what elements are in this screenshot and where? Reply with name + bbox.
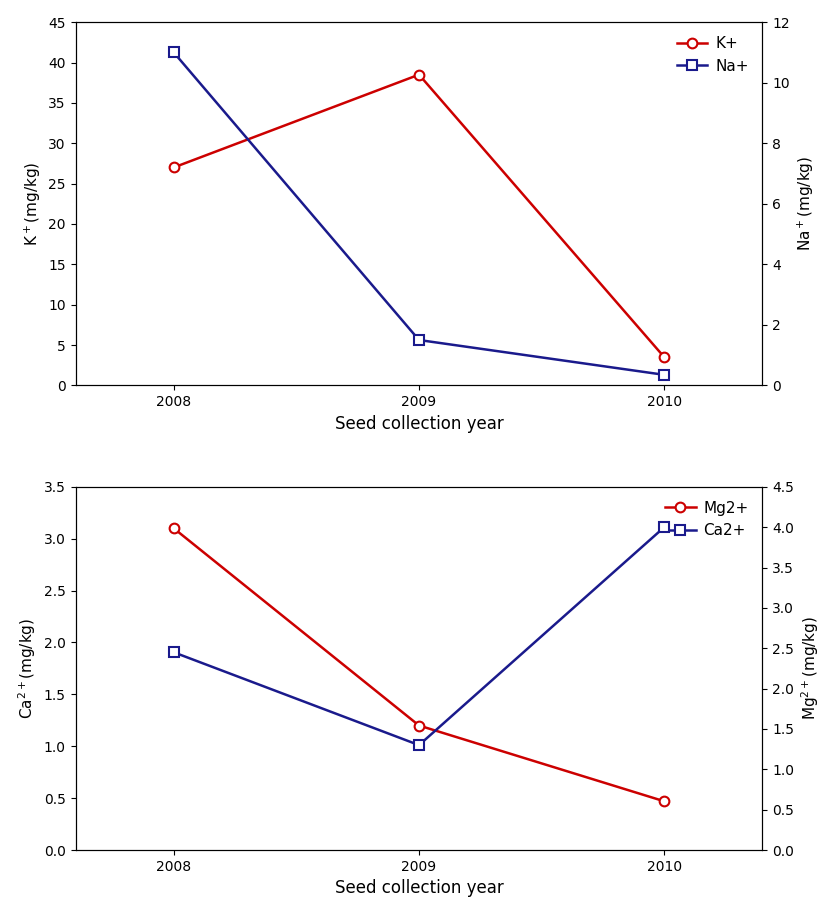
Legend: Mg2+, Ca2+: Mg2+, Ca2+ xyxy=(659,494,755,545)
Y-axis label: Ca$^{2+}$(mg/kg): Ca$^{2+}$(mg/kg) xyxy=(17,618,39,719)
Legend: K+, Na+: K+, Na+ xyxy=(670,30,755,80)
X-axis label: Seed collection year: Seed collection year xyxy=(334,415,504,432)
Y-axis label: Mg$^{2+}$(mg/kg): Mg$^{2+}$(mg/kg) xyxy=(799,616,821,720)
Y-axis label: Na$^+$(mg/kg): Na$^+$(mg/kg) xyxy=(795,156,815,251)
X-axis label: Seed collection year: Seed collection year xyxy=(334,879,504,898)
Y-axis label: K$^+$(mg/kg): K$^+$(mg/kg) xyxy=(23,162,43,246)
